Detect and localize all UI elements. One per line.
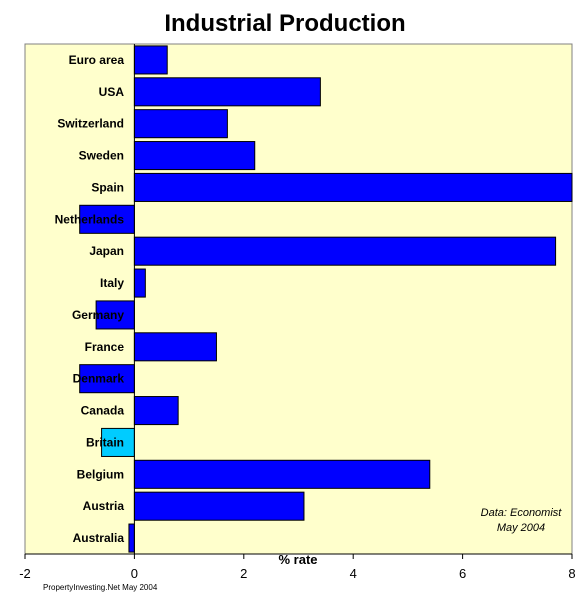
category-label: Australia <box>73 531 125 545</box>
category-label: France <box>85 340 125 354</box>
x-tick-label: 0 <box>131 566 138 581</box>
source-date-note: May 2004 <box>497 522 545 534</box>
category-label: Sweden <box>79 149 124 163</box>
category-label: Netherlands <box>55 212 125 226</box>
category-label: Switzerland <box>57 117 124 131</box>
category-label: Denmark <box>73 372 125 386</box>
category-label: Britain <box>86 435 124 449</box>
category-label: Canada <box>81 404 125 418</box>
x-axis-label: % rate <box>278 552 317 567</box>
bar-japan <box>133 236 557 266</box>
x-tick-label: -2 <box>19 566 31 581</box>
bar-austria <box>133 491 305 521</box>
x-tick-label: 6 <box>459 566 466 581</box>
bar-denmark <box>79 364 135 394</box>
bar-euro-area <box>133 45 168 75</box>
bar-netherlands <box>79 204 135 234</box>
bar-sweden <box>133 141 256 171</box>
bar-usa <box>133 77 321 107</box>
bar-switzerland <box>133 109 228 139</box>
source-note: Data: Economist <box>481 507 563 519</box>
category-label: USA <box>99 85 125 99</box>
credit-text: PropertyInvesting.Net May 2004 <box>43 583 158 592</box>
x-tick-label: 4 <box>350 566 357 581</box>
bar-france <box>133 332 217 362</box>
category-label: Belgium <box>77 467 124 481</box>
category-label: Euro area <box>69 53 125 67</box>
chart-title: Industrial Production <box>164 10 406 37</box>
bar-britain <box>101 427 135 457</box>
bar-canada <box>133 396 179 426</box>
bar-australia <box>128 523 135 553</box>
category-label: Spain <box>91 180 124 194</box>
category-label: Austria <box>83 499 125 513</box>
x-tick-label: 2 <box>240 566 247 581</box>
bar-italy <box>133 268 146 298</box>
bar-spain <box>133 172 573 202</box>
bar-germany <box>95 300 135 330</box>
category-label: Germany <box>72 308 124 322</box>
category-label: Italy <box>100 276 124 290</box>
x-tick-label: 8 <box>568 566 575 581</box>
category-label: Japan <box>89 244 124 258</box>
bar-belgium <box>133 459 431 489</box>
